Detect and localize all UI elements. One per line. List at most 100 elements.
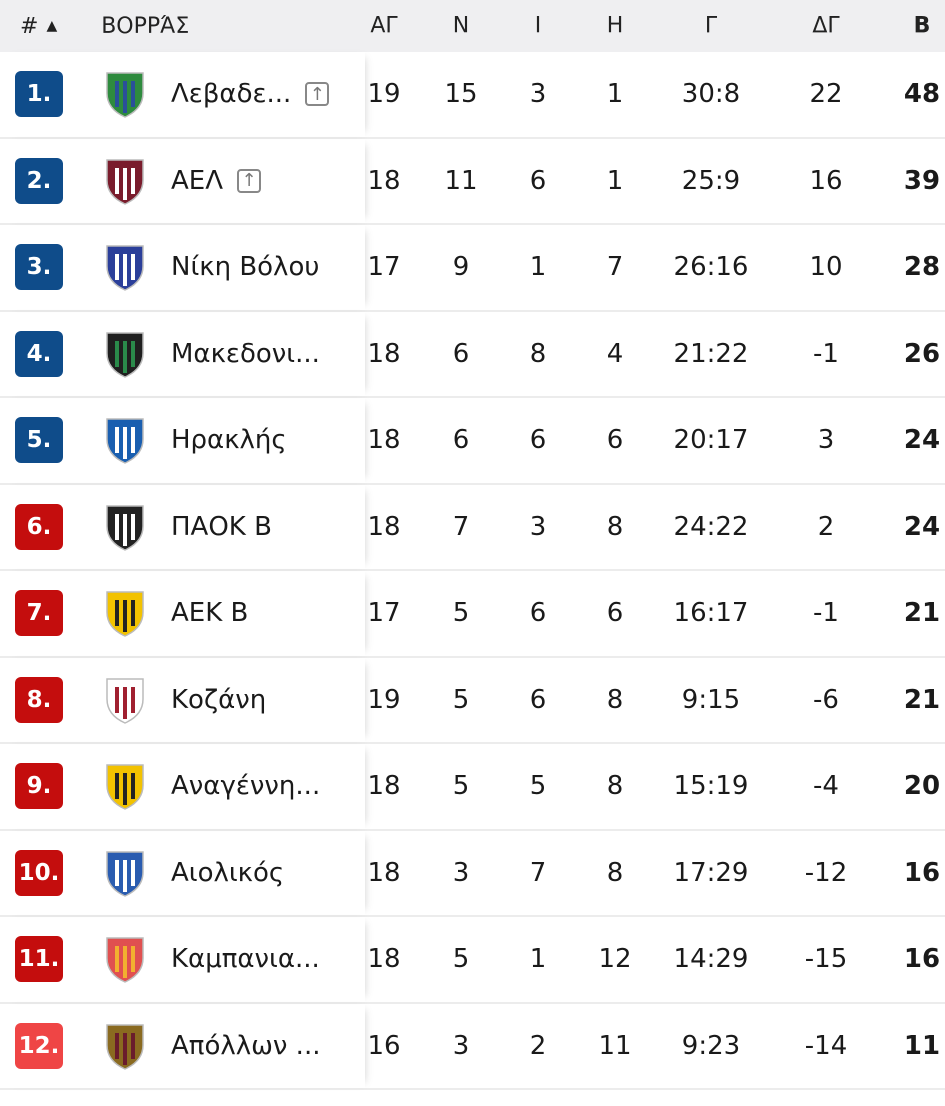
wins-value: 6 xyxy=(452,425,470,456)
sort-ascending-icon[interactable]: ▲ xyxy=(46,18,58,34)
table-row[interactable]: 12. Απόλλων ... 16 3 2 11 9:23 -14 11 xyxy=(0,1004,945,1090)
table-row[interactable]: 1. Λεβαδε... ↑ 19 15 3 1 30:8 22 48 xyxy=(0,52,945,139)
promoted-arrow-icon: ↑ xyxy=(305,82,330,107)
goal-difference-value: 16 xyxy=(809,165,843,196)
goals-column-header[interactable]: Γ xyxy=(704,13,718,39)
team-name[interactable]: Κοζάνη xyxy=(171,684,267,715)
position-badge: 12. xyxy=(15,1022,63,1069)
goal-difference-value: 10 xyxy=(809,252,843,283)
team-cell: 8. Κοζάνη xyxy=(0,658,365,743)
position-badge: 6. xyxy=(15,503,63,550)
team-logo-icon xyxy=(101,1020,149,1072)
position-badge: 7. xyxy=(15,590,63,637)
draws-value: 1 xyxy=(529,252,547,283)
draws-value: 2 xyxy=(529,1030,547,1061)
team-cell: 11. Καμπανια... xyxy=(0,917,365,1002)
team-cell: 7. ΑΕΚ Β xyxy=(0,571,365,656)
position-badge: 1. xyxy=(15,71,63,118)
played-column-header[interactable]: ΑΓ xyxy=(370,13,398,39)
draws-value: 3 xyxy=(529,511,547,542)
wins-value: 5 xyxy=(452,598,470,629)
table-row[interactable]: 6. ΠΑΟΚ Β 18 7 3 8 24:22 2 24 xyxy=(0,485,945,571)
team-name[interactable]: ΑΕΛ xyxy=(171,165,223,196)
team-name[interactable]: ΑΕΚ Β xyxy=(171,598,249,629)
draws-value: 6 xyxy=(529,684,547,715)
played-value: 17 xyxy=(367,598,401,629)
losses-column-header[interactable]: Η xyxy=(606,13,624,39)
played-value: 18 xyxy=(367,338,401,369)
points-value: 28 xyxy=(903,252,941,283)
goals-value: 16:17 xyxy=(673,598,749,629)
played-value: 18 xyxy=(367,944,401,975)
table-row[interactable]: 9. Αναγέννη... 18 5 5 8 15:19 -4 20 xyxy=(0,744,945,831)
wins-value: 9 xyxy=(452,252,470,283)
wins-column-header[interactable]: Ν xyxy=(452,13,470,39)
team-name[interactable]: Καμπανια... xyxy=(171,944,320,975)
table-row[interactable]: 5. Ηρακλής 18 6 6 6 20:17 3 24 xyxy=(0,398,945,485)
table-row[interactable]: 10. Αιολικός 18 3 7 8 17:29 -12 16 xyxy=(0,831,945,917)
wins-value: 5 xyxy=(452,771,470,802)
rank-column-header[interactable]: # xyxy=(20,13,39,39)
team-logo-icon xyxy=(101,414,149,466)
played-value: 18 xyxy=(367,425,401,456)
table-row[interactable]: 4. Μακεδονι... 18 6 8 4 21:22 -1 26 xyxy=(0,312,945,398)
position-badge: 10. xyxy=(15,849,63,896)
draws-column-header[interactable]: Ι xyxy=(534,13,542,39)
goal-difference-value: -1 xyxy=(813,338,839,369)
losses-value: 8 xyxy=(606,771,624,802)
played-value: 18 xyxy=(367,771,401,802)
team-name[interactable]: ΠΑΟΚ Β xyxy=(171,511,272,542)
team-logo-icon xyxy=(101,587,149,639)
losses-value: 8 xyxy=(606,857,624,888)
team-name[interactable]: Αναγέννη... xyxy=(171,771,321,802)
points-value: 39 xyxy=(903,165,941,196)
goals-value: 14:29 xyxy=(673,944,749,975)
team-name[interactable]: Ηρακλής xyxy=(171,425,287,456)
wins-value: 5 xyxy=(452,684,470,715)
team-name[interactable]: Νίκη Βόλου xyxy=(171,252,320,283)
team-logo-icon xyxy=(101,760,149,812)
points-value: 21 xyxy=(903,684,941,715)
points-value: 20 xyxy=(903,771,941,802)
team-cell: 2. ΑΕΛ ↑ xyxy=(0,139,365,224)
losses-value: 1 xyxy=(606,79,624,110)
losses-value: 1 xyxy=(606,165,624,196)
losses-value: 7 xyxy=(606,252,624,283)
losses-value: 8 xyxy=(606,511,624,542)
points-column-header[interactable]: Β xyxy=(913,13,931,39)
team-logo-icon xyxy=(101,328,149,380)
table-row[interactable]: 8. Κοζάνη 19 5 6 8 9:15 -6 21 xyxy=(0,658,945,744)
draws-value: 5 xyxy=(529,771,547,802)
team-name[interactable]: Μακεδονι... xyxy=(171,338,320,369)
team-cell: 5. Ηρακλής xyxy=(0,398,365,483)
goal-difference-value: 3 xyxy=(817,425,835,456)
team-logo-icon xyxy=(101,68,149,120)
draws-value: 7 xyxy=(529,857,547,888)
wins-value: 3 xyxy=(452,857,470,888)
team-name[interactable]: Λεβαδε... xyxy=(171,79,292,110)
goal-difference-column-header[interactable]: ΔΓ xyxy=(812,13,840,39)
team-cell: 9. Αναγέννη... xyxy=(0,744,365,829)
losses-value: 4 xyxy=(606,338,624,369)
table-row[interactable]: 11. Καμπανια... 18 5 1 12 14:29 -15 16 xyxy=(0,917,945,1004)
points-value: 24 xyxy=(903,425,941,456)
wins-value: 11 xyxy=(444,165,478,196)
team-name[interactable]: Απόλλων ... xyxy=(171,1030,321,1061)
points-value: 48 xyxy=(903,79,941,110)
group-column-header[interactable]: ΒΟΡΡΆΣ xyxy=(101,13,190,39)
table-row[interactable]: 2. ΑΕΛ ↑ 18 11 6 1 25:9 16 39 xyxy=(0,139,945,225)
points-value: 16 xyxy=(903,944,941,975)
goal-difference-value: -15 xyxy=(804,944,848,975)
points-value: 11 xyxy=(903,1030,941,1061)
table-row[interactable]: 7. ΑΕΚ Β 17 5 6 6 16:17 -1 21 xyxy=(0,571,945,658)
draws-value: 6 xyxy=(529,425,547,456)
team-name[interactable]: Αιολικός xyxy=(171,857,285,888)
wins-value: 7 xyxy=(452,511,470,542)
draws-value: 3 xyxy=(529,79,547,110)
team-logo-icon xyxy=(101,674,149,726)
played-value: 16 xyxy=(367,1030,401,1061)
goals-value: 26:16 xyxy=(673,252,749,283)
losses-value: 11 xyxy=(598,1030,632,1061)
table-row[interactable]: 3. Νίκη Βόλου 17 9 1 7 26:16 10 28 xyxy=(0,225,945,312)
